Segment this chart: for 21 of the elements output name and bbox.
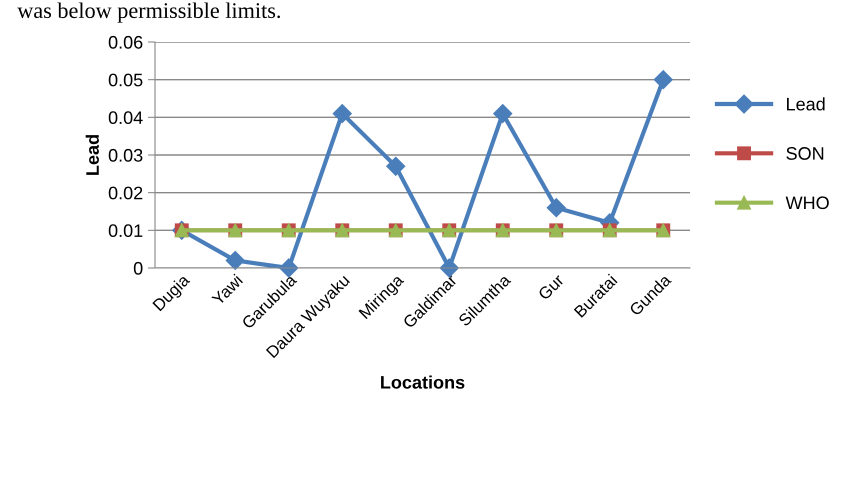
point [332, 104, 352, 124]
y-tick-label: 0 [134, 262, 142, 275]
y-tick-label: 0.06 [108, 36, 142, 49]
y-axis-title: Lead [86, 135, 99, 175]
point [654, 70, 673, 90]
y-tick-label: 0.05 [108, 74, 142, 86]
x-tick-label: Gur [538, 273, 565, 301]
point [279, 258, 298, 278]
x-axis-title: Locations [381, 375, 464, 389]
text: was below permissible limits. [17, 2, 280, 23]
legend-label: WHO [786, 196, 829, 210]
point [546, 198, 566, 218]
y-tick-label: 0.02 [108, 186, 142, 200]
legend-label: Lead [787, 97, 825, 111]
point [493, 104, 512, 124]
y-tick-label: 0.03 [108, 148, 142, 162]
y-tick-label: 0.04 [108, 111, 143, 124]
point [226, 250, 245, 270]
legend-label: SON [786, 147, 824, 160]
point [386, 156, 406, 176]
y-tick-label: 0.01 [108, 224, 142, 238]
